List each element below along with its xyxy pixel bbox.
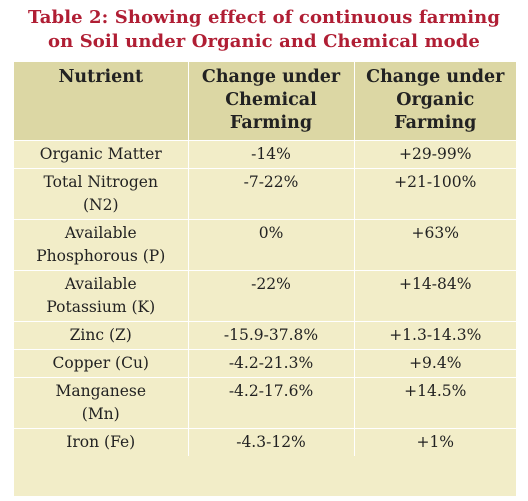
cell-organic: +1% bbox=[354, 428, 516, 456]
cell-organic: +1.3-14.3% bbox=[354, 321, 516, 350]
cell-chemical: -4.3-12% bbox=[188, 428, 355, 456]
nutrient-line: (Mn) bbox=[81, 405, 120, 423]
cell-chemical: 0% bbox=[188, 219, 355, 271]
cell-organic: +9.4% bbox=[354, 349, 516, 378]
table-row: Available Potassium (K) -22% +14-84% bbox=[14, 270, 516, 322]
table-row: Total Nitrogen (N2) -7-22% +21-100% bbox=[14, 168, 516, 220]
nutrient-line: Total Nitrogen bbox=[43, 173, 158, 191]
cell-organic: +14.5% bbox=[354, 377, 516, 429]
nutrient-line: Zinc (Z) bbox=[69, 326, 132, 344]
cell-nutrient: Iron (Fe) bbox=[14, 428, 189, 456]
header-row: Nutrient Change under Chemical Farming C… bbox=[14, 62, 516, 141]
caption-line-2: on Soil under Organic and Chemical mode bbox=[48, 31, 480, 52]
cell-chemical: -15.9-37.8% bbox=[188, 321, 355, 350]
header-line: Farming bbox=[229, 113, 313, 133]
cell-chemical: -4.2-21.3% bbox=[188, 349, 355, 378]
cell-organic: +14-84% bbox=[354, 270, 516, 322]
table-row: Copper (Cu) -4.2-21.3% +9.4% bbox=[14, 349, 516, 378]
cell-organic: +63% bbox=[354, 219, 516, 271]
cell-nutrient: Available Phosphorous (P) bbox=[14, 219, 189, 271]
table-row: Available Phosphorous (P) 0% +63% bbox=[14, 219, 516, 271]
nutrient-line: (N2) bbox=[82, 196, 119, 214]
header-line: Change under bbox=[201, 67, 341, 87]
cell-chemical: -4.2-17.6% bbox=[188, 377, 355, 429]
header-line: Organic bbox=[396, 90, 475, 110]
header-line: Nutrient bbox=[58, 67, 144, 87]
header-line: Change under bbox=[366, 67, 505, 87]
cell-chemical: -7-22% bbox=[188, 168, 355, 220]
table-row: Manganese (Mn) -4.2-17.6% +14.5% bbox=[14, 377, 516, 429]
nutrient-line: Copper (Cu) bbox=[52, 354, 149, 372]
table-row: Organic Matter -14% +29-99% bbox=[14, 140, 516, 169]
cell-chemical: -14% bbox=[188, 140, 355, 169]
header-line: Farming bbox=[394, 113, 477, 133]
nutrient-line: Available bbox=[64, 275, 137, 293]
table-caption: Table 2: Showing effect of continuous fa… bbox=[0, 6, 528, 54]
cell-organic: +21-100% bbox=[354, 168, 516, 220]
header-line: Chemical bbox=[225, 90, 317, 110]
header-nutrient: Nutrient bbox=[14, 62, 189, 141]
table-row: Iron (Fe) -4.3-12% +1% bbox=[14, 428, 516, 456]
table-container: Nutrient Change under Chemical Farming C… bbox=[14, 62, 516, 496]
nutrient-line: Phosphorous (P) bbox=[36, 247, 166, 265]
header-organic: Change under Organic Farming bbox=[354, 62, 516, 141]
nutrient-line: Potassium (K) bbox=[46, 298, 156, 316]
cell-nutrient: Total Nitrogen (N2) bbox=[14, 168, 189, 220]
cell-chemical: -22% bbox=[188, 270, 355, 322]
caption-line-1: Table 2: Showing effect of continuous fa… bbox=[27, 7, 501, 28]
cell-nutrient: Copper (Cu) bbox=[14, 349, 189, 378]
nutrient-line: Available bbox=[64, 224, 137, 242]
header-chemical: Change under Chemical Farming bbox=[188, 62, 355, 141]
nutrient-line: Iron (Fe) bbox=[66, 433, 136, 451]
cell-nutrient: Available Potassium (K) bbox=[14, 270, 189, 322]
cell-nutrient: Manganese (Mn) bbox=[14, 377, 189, 429]
cell-nutrient: Zinc (Z) bbox=[14, 321, 189, 350]
nutrient-table: Nutrient Change under Chemical Farming C… bbox=[14, 62, 516, 456]
cell-organic: +29-99% bbox=[354, 140, 516, 169]
nutrient-line: Manganese bbox=[55, 382, 147, 400]
table-row: Zinc (Z) -15.9-37.8% +1.3-14.3% bbox=[14, 321, 516, 350]
nutrient-line: Organic Matter bbox=[39, 145, 162, 163]
cell-nutrient: Organic Matter bbox=[14, 140, 189, 169]
